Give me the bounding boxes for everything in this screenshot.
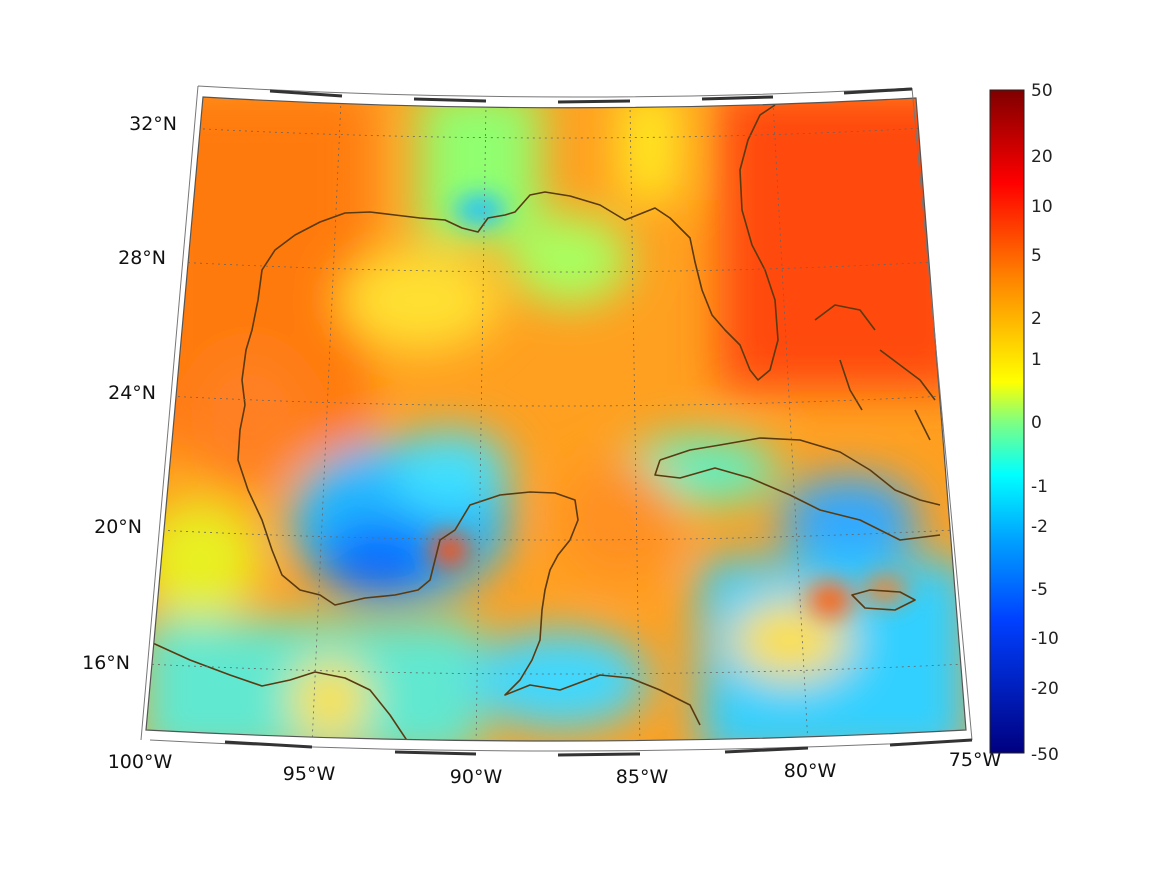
field-region-yucatan-channel	[560, 460, 680, 580]
field-region-caribbean-mid	[730, 600, 850, 680]
field-spot-jamaica	[863, 576, 907, 604]
data-field	[146, 97, 966, 741]
graticule	[146, 99, 966, 741]
coastline-us-gulf	[241, 104, 779, 406]
field-region-honduras-gulf	[470, 630, 650, 730]
coastline-cuba-hispaniola	[654, 437, 941, 541]
cb-label-neg5: -5	[1031, 580, 1048, 600]
colorbar-labels: 50 20 10 5 2 1 0 -1 -2 -5 -10 -20 -50	[1031, 81, 1059, 765]
field-spot-mobile-bay	[455, 195, 505, 225]
colorbar-gradient	[989, 89, 1025, 754]
frame-ticks	[224, 87, 973, 757]
cb-label-1: 1	[1031, 350, 1042, 370]
lon-label-90w: 90°W	[450, 766, 503, 788]
lon-label-75w: 75°W	[949, 749, 1002, 771]
lon-label-85w: 85°W	[616, 766, 669, 788]
field-region-gulf-north	[340, 250, 500, 350]
lat-label-28n: 28°N	[118, 247, 166, 269]
field-region-tehuantepec	[290, 660, 370, 740]
cb-label-neg20: -20	[1031, 679, 1059, 699]
field-region-georgia	[620, 97, 680, 200]
lat-label-32n: 32°N	[129, 113, 177, 135]
coastlines	[146, 104, 941, 741]
lat-label-16n: 16°N	[82, 652, 130, 674]
cb-label-5: 5	[1031, 246, 1042, 266]
cb-label-10: 10	[1031, 197, 1053, 217]
map-frame	[145, 96, 967, 742]
cb-label-0: 0	[1031, 413, 1042, 433]
lat-label-24n: 24°N	[108, 382, 156, 404]
field-region-mexico-coast	[190, 350, 310, 490]
lon-label-100w: 100°W	[108, 751, 173, 773]
field-region-atlantic	[720, 97, 966, 390]
field-spot-caribbean	[808, 582, 852, 618]
lon-labels: 100°W 95°W 90°W 85°W 80°W 75°W	[108, 749, 1002, 788]
field-region-mexico-inland	[146, 500, 260, 620]
cb-label-2: 2	[1031, 309, 1042, 329]
lat-labels: 32°N 28°N 24°N 20°N 16°N	[82, 113, 177, 674]
field-region-cuba-south	[780, 475, 920, 565]
lon-label-80w: 80°W	[784, 760, 837, 782]
coastline-pacific	[146, 639, 411, 741]
coastline-jamaica	[851, 589, 916, 611]
map-frame-outer	[140, 85, 973, 752]
cb-label-20: 20	[1031, 147, 1053, 167]
cb-label-50: 50	[1031, 81, 1053, 101]
field-region-miss-delta	[510, 215, 630, 305]
field-region-campeche-core	[320, 520, 440, 600]
colorbar: 50 20 10 5 2 1 0 -1 -2 -5 -10 -20 -50	[989, 81, 1059, 765]
field-region-campeche-north	[390, 430, 510, 510]
coastline-bahamas	[814, 304, 936, 441]
field-spot-campeche	[430, 532, 470, 568]
coastline-mexico-yucatan	[237, 404, 701, 726]
lat-label-20n: 20°N	[94, 516, 142, 538]
cb-label-neg10: -10	[1031, 629, 1059, 649]
cb-label-neg50: -50	[1031, 745, 1059, 765]
cb-label-neg2: -2	[1031, 517, 1048, 537]
lon-label-95w: 95°W	[283, 763, 336, 785]
cb-label-neg1: -1	[1031, 477, 1048, 497]
